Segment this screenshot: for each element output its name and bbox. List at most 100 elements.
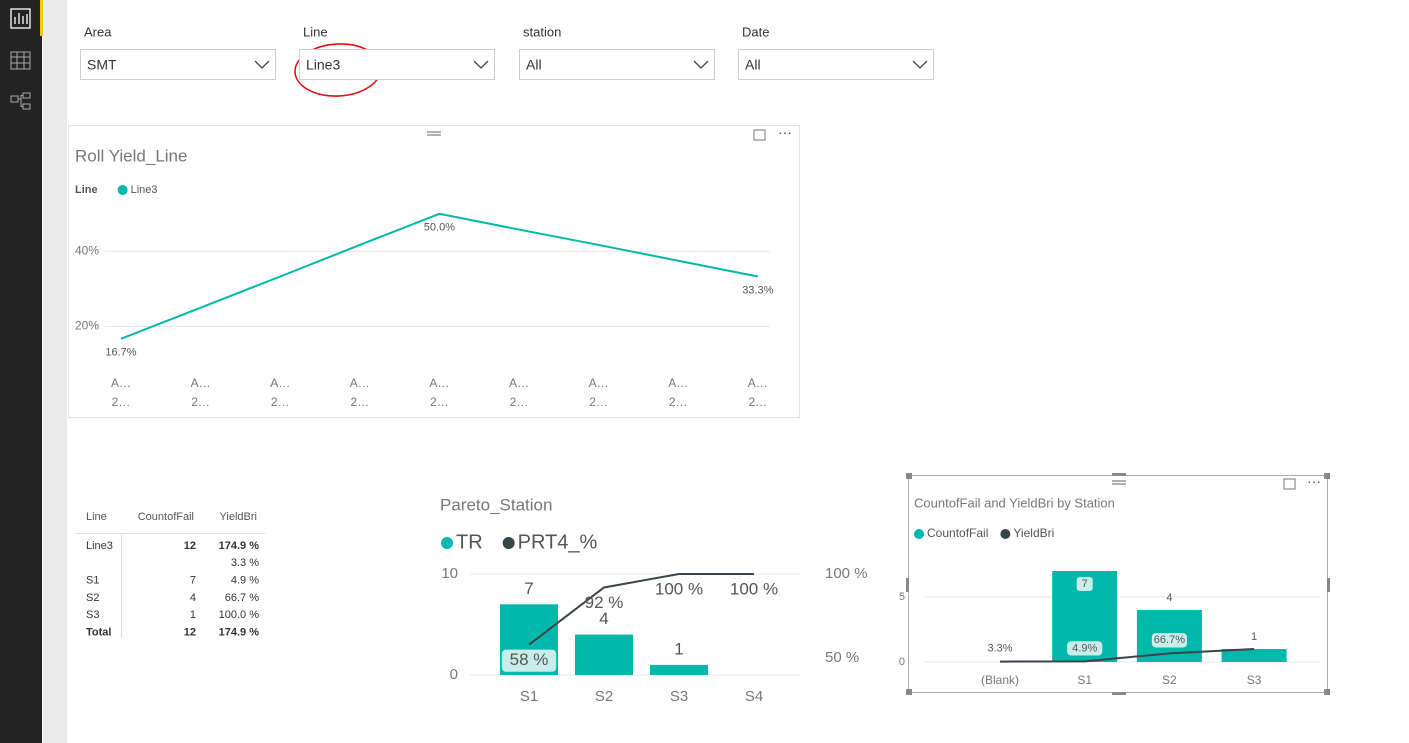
x-tick-label: S1: [520, 688, 538, 705]
data-icon[interactable]: [10, 51, 31, 70]
x-tick-label-line: 2…: [430, 395, 449, 409]
x-tick-label-line: A…: [111, 376, 131, 390]
report-icon[interactable]: [10, 8, 31, 29]
slicer-dropdown[interactable]: [519, 49, 715, 80]
table-header: CountofFail: [138, 511, 194, 523]
data-label: 100 %: [655, 579, 703, 598]
series-line: [528, 573, 754, 646]
x-tick-label-line: A…: [668, 376, 688, 390]
slicer-value: All: [526, 57, 542, 73]
slicer-dropdown[interactable]: [299, 49, 495, 80]
table-cell: Line3: [86, 540, 113, 552]
y2-tick-label: 50 %: [825, 649, 859, 666]
line-visual-frame: [68, 125, 800, 418]
table-cell: S2: [86, 592, 99, 604]
data-label: 16.7%: [105, 347, 136, 359]
data-label: 50.0%: [424, 222, 455, 234]
data-label: 100 %: [730, 579, 778, 598]
legend-label[interactable]: PRT4_%: [518, 531, 598, 553]
visual-header: [1112, 480, 1126, 485]
dropdown-chevron: [693, 60, 709, 69]
x-tick-label: S2: [595, 688, 613, 705]
x-tick-label: A… 2…: [509, 376, 529, 409]
model-icon[interactable]: [10, 92, 31, 110]
legend-label[interactable]: YieldBri: [1013, 526, 1054, 540]
x-tick-label-line: 2…: [669, 395, 688, 409]
x-tick-label-line: 2…: [748, 395, 767, 409]
table-cell: 174.9 %: [219, 540, 260, 552]
bar[interactable]: [1221, 649, 1287, 662]
data-label: 4: [1166, 592, 1172, 604]
selection-handles: [906, 473, 1330, 695]
series-line: [120, 212, 758, 340]
x-tick-label-line: A…: [748, 376, 768, 390]
data-label-background: [1076, 577, 1093, 591]
legend-marker: [117, 185, 128, 195]
x-tick-label-line: 2…: [510, 395, 529, 409]
slicer-value: Line3: [306, 57, 340, 73]
table-cell: 4.9 %: [231, 575, 259, 587]
legend-label[interactable]: Line3: [131, 184, 158, 196]
more-options[interactable]: ⋯: [1307, 474, 1321, 490]
table-cell: 174.9 %: [219, 626, 260, 638]
x-tick-label: A… 2…: [748, 376, 768, 409]
data-label-background: [1151, 633, 1187, 648]
y-tick-label: 5: [899, 591, 905, 603]
data-label-background: [1067, 641, 1103, 656]
x-tick-label-line: 2…: [112, 395, 131, 409]
slicer-label: Area: [84, 24, 112, 39]
x-tick-label-line: A…: [589, 376, 609, 390]
x-tick-label: A… 2…: [191, 376, 211, 409]
legend-marker: [914, 529, 924, 539]
chart-title: CountofFail and YieldBri by Station: [914, 495, 1115, 510]
legend-title: Line: [75, 184, 98, 196]
data-label: 1: [674, 639, 683, 658]
legend-marker: [441, 537, 453, 549]
dropdown-chevron: [473, 60, 489, 69]
x-tick-label: S2: [1162, 673, 1177, 687]
table-cell: 4: [190, 592, 196, 604]
data-label: 33.3%: [742, 284, 773, 296]
dropdown-chevron: [912, 60, 928, 69]
table-cell: S1: [86, 575, 99, 587]
data-label: 66.7%: [1154, 634, 1185, 646]
y-tick-label: 40%: [75, 244, 99, 258]
x-tick-label-line: A…: [509, 376, 529, 390]
x-tick-label: A… 2…: [429, 376, 449, 409]
y-tick-label: 0: [899, 656, 905, 668]
y2-tick-label: 100 %: [825, 565, 868, 582]
x-tick-label: S4: [745, 688, 763, 705]
slicer-dropdown[interactable]: [738, 49, 934, 80]
canvas-margin: [43, 0, 67, 743]
slicer-value: SMT: [87, 57, 117, 73]
slicer-label: Date: [742, 24, 769, 39]
bar[interactable]: [650, 664, 708, 675]
x-tick-label-line: A…: [350, 376, 370, 390]
more-options[interactable]: ⋯: [778, 125, 792, 141]
sidebar: [0, 0, 42, 743]
focus-icon[interactable]: [753, 129, 766, 141]
focus-icon[interactable]: [1283, 478, 1296, 490]
table-cell: 12: [184, 540, 196, 552]
data-label: 92 %: [585, 593, 624, 612]
bar[interactable]: [575, 634, 633, 675]
x-tick-label: A… 2…: [270, 376, 290, 409]
x-tick-label-line: A…: [429, 376, 449, 390]
table-cell: 7: [190, 575, 196, 587]
table-cell: 3.3 %: [231, 557, 259, 569]
x-tick-label-line: A…: [270, 376, 290, 390]
legend-label[interactable]: TR: [456, 531, 483, 553]
table-cell: 100.0 %: [219, 609, 260, 621]
x-tick-label: A… 2…: [111, 376, 131, 409]
slicer-dropdown[interactable]: [80, 49, 276, 80]
table-cell: S3: [86, 609, 99, 621]
x-tick-label-line: 2…: [271, 395, 290, 409]
x-tick-label: (Blank): [981, 673, 1019, 687]
y-tick-label: 0: [450, 666, 458, 683]
data-label: 4.9%: [1072, 642, 1097, 654]
chart-title: Pareto_Station: [440, 495, 552, 514]
legend-label[interactable]: CountofFail: [927, 526, 988, 540]
chart-title: Roll Yield_Line: [75, 146, 187, 165]
